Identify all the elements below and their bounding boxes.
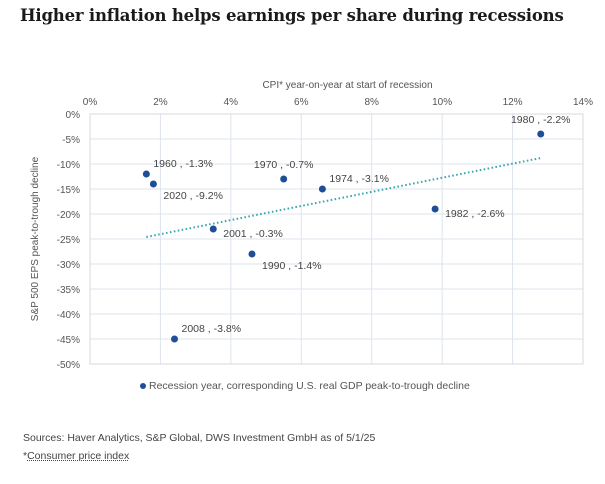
y-tick-label: -15% xyxy=(57,185,80,196)
chart-title: Higher inflation helps earnings per shar… xyxy=(20,6,564,25)
data-label: 1970 , -0.7% xyxy=(254,159,314,171)
y-tick-label: -30% xyxy=(57,260,80,271)
data-labels: 1960 , -1.3% 2020 , -9.2% 2001 , -0.3% 1990… xyxy=(153,114,570,335)
data-point xyxy=(248,250,256,258)
data-label: 2020 , -9.2% xyxy=(163,190,223,202)
y-tick-label: -40% xyxy=(57,310,80,321)
y-tick-labels: 0% -5% -10% -15% -20% -25% -30% -35% -40% -45% -50… xyxy=(57,110,80,371)
x-tick-label: 4% xyxy=(224,97,239,108)
y-tick-label: 0% xyxy=(66,110,81,121)
data-points xyxy=(142,130,545,343)
footnote-star: * xyxy=(23,450,28,462)
y-tick-label: -50% xyxy=(57,360,80,371)
data-point xyxy=(209,225,217,233)
footnote-text: Consumer price index xyxy=(27,450,130,462)
sources-note: Sources: Haver Analytics, S&P Global, DW… xyxy=(23,432,376,444)
x-tick-label: 0% xyxy=(83,97,98,108)
x-tick-label: 14% xyxy=(573,97,593,108)
y-tick-label: -10% xyxy=(57,160,80,171)
data-point xyxy=(318,185,326,193)
data-point xyxy=(537,130,545,138)
x-tick-label: 12% xyxy=(503,97,523,108)
footnote: *Consumer price index xyxy=(23,450,129,462)
data-label: 2008 , -3.8% xyxy=(182,323,242,335)
scatter-chart: CPI* year-on-year at start of recession … xyxy=(30,80,593,371)
grid-lines xyxy=(89,113,584,365)
legend: Recession year, corresponding U.S. real … xyxy=(140,380,470,392)
y-tick-label: -35% xyxy=(57,285,80,296)
data-point xyxy=(142,170,150,178)
data-point xyxy=(149,180,157,188)
data-label: 1960 , -1.3% xyxy=(153,158,213,170)
y-tick-label: -5% xyxy=(62,135,80,146)
data-label: 1980 , -2.2% xyxy=(511,114,571,126)
x-axis-title: CPI* year-on-year at start of recession xyxy=(262,80,432,91)
x-tick-label: 2% xyxy=(153,97,168,108)
data-label: 1974 , -3.1% xyxy=(329,173,389,185)
data-point xyxy=(431,205,439,213)
y-axis-title: S&P 500 EPS peak-to-trough decline xyxy=(30,156,41,321)
data-point xyxy=(171,335,179,343)
trendline xyxy=(146,157,541,238)
y-tick-label: -25% xyxy=(57,235,80,246)
y-tick-label: -20% xyxy=(57,210,80,221)
x-tick-label: 10% xyxy=(432,97,452,108)
x-tick-label: 8% xyxy=(364,97,379,108)
plot-frame xyxy=(89,113,584,365)
data-label: 1982 , -2.6% xyxy=(445,208,505,220)
y-tick-label: -45% xyxy=(57,335,80,346)
x-tick-label: 6% xyxy=(294,97,309,108)
data-point xyxy=(280,175,288,183)
data-label: 1990 , -1.4% xyxy=(262,260,322,272)
legend-marker-icon xyxy=(140,383,146,389)
data-label: 2001 , -0.3% xyxy=(223,228,283,240)
legend-label: Recession year, corresponding U.S. real … xyxy=(149,380,470,392)
x-tick-labels: 0% 2% 4% 6% 8% 10% 12% 14% xyxy=(83,97,593,108)
